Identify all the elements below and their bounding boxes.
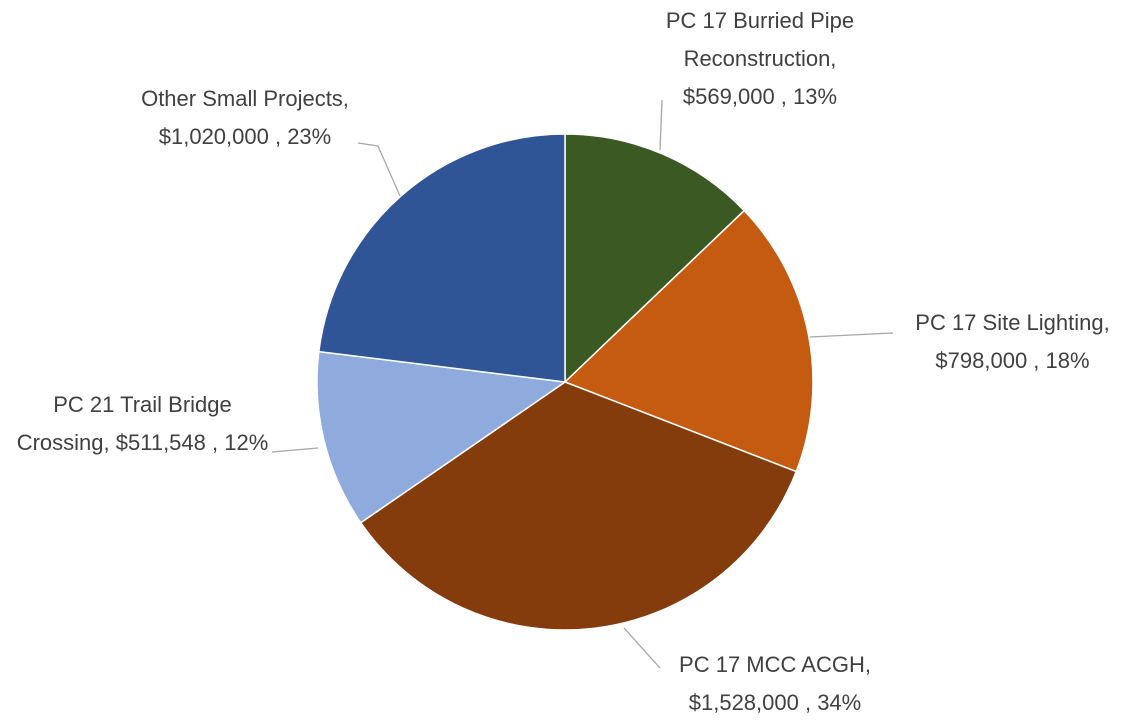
data-label: Other Small Projects, $1,020,000 , 23% — [110, 80, 380, 156]
leader-line — [809, 332, 894, 338]
label-value: $1,528,000 , 34% — [688, 690, 862, 715]
pie-slice — [318, 133, 566, 383]
label-value: $511,548 , 12% — [115, 430, 269, 455]
label-category: Other Small Projects, — [141, 86, 349, 111]
leader-line — [357, 142, 401, 197]
label-value: $798,000 , 18% — [935, 348, 1090, 373]
data-label: PC 21 Trail Bridge Crossing, $511,548 , … — [10, 386, 275, 462]
leader-line — [271, 447, 319, 453]
label-category: PC 21 Trail Bridge Crossing, — [16, 392, 232, 455]
label-category: PC 17 Burried Pipe Reconstruction, — [665, 8, 855, 71]
leader-line — [659, 99, 663, 151]
label-value: $569,000 , 13% — [682, 84, 838, 109]
label-value: $1,020,000 , 23% — [158, 124, 332, 149]
pie-slice — [359, 381, 798, 631]
data-label: PC 17 Site Lighting, $798,000 , 18% — [890, 304, 1135, 380]
pie — [316, 133, 814, 631]
pie-slice — [564, 133, 746, 384]
pie-slice — [316, 350, 568, 524]
data-label: PC 17 Burried Pipe Reconstruction, $569,… — [640, 2, 880, 116]
leader-line — [623, 627, 661, 669]
label-category: PC 17 Site Lighting, — [915, 310, 1110, 335]
data-label: PC 17 MCC ACGH, $1,528,000 , 34% — [655, 646, 895, 722]
pie-slice — [563, 209, 814, 473]
label-category: PC 17 MCC ACGH, — [679, 652, 871, 677]
